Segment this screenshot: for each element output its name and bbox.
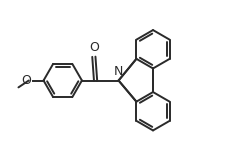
Text: N: N <box>114 65 123 78</box>
Text: O: O <box>89 41 99 54</box>
Text: O: O <box>22 74 31 87</box>
